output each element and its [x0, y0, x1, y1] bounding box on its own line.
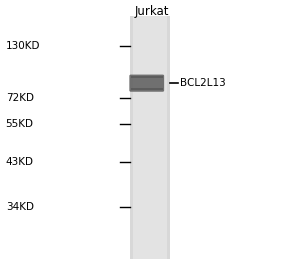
Text: BCL2L13: BCL2L13 — [180, 78, 226, 88]
FancyBboxPatch shape — [129, 74, 164, 92]
Bar — [131, 88, 163, 90]
Text: 55KD: 55KD — [6, 119, 34, 129]
Bar — [131, 76, 163, 78]
Text: 72KD: 72KD — [6, 93, 34, 103]
Text: 130KD: 130KD — [6, 41, 40, 51]
Bar — [133, 16, 167, 259]
Text: Jurkat: Jurkat — [134, 5, 169, 18]
Text: 34KD: 34KD — [6, 202, 34, 212]
Text: 43KD: 43KD — [6, 157, 34, 167]
Bar — [130, 16, 170, 259]
